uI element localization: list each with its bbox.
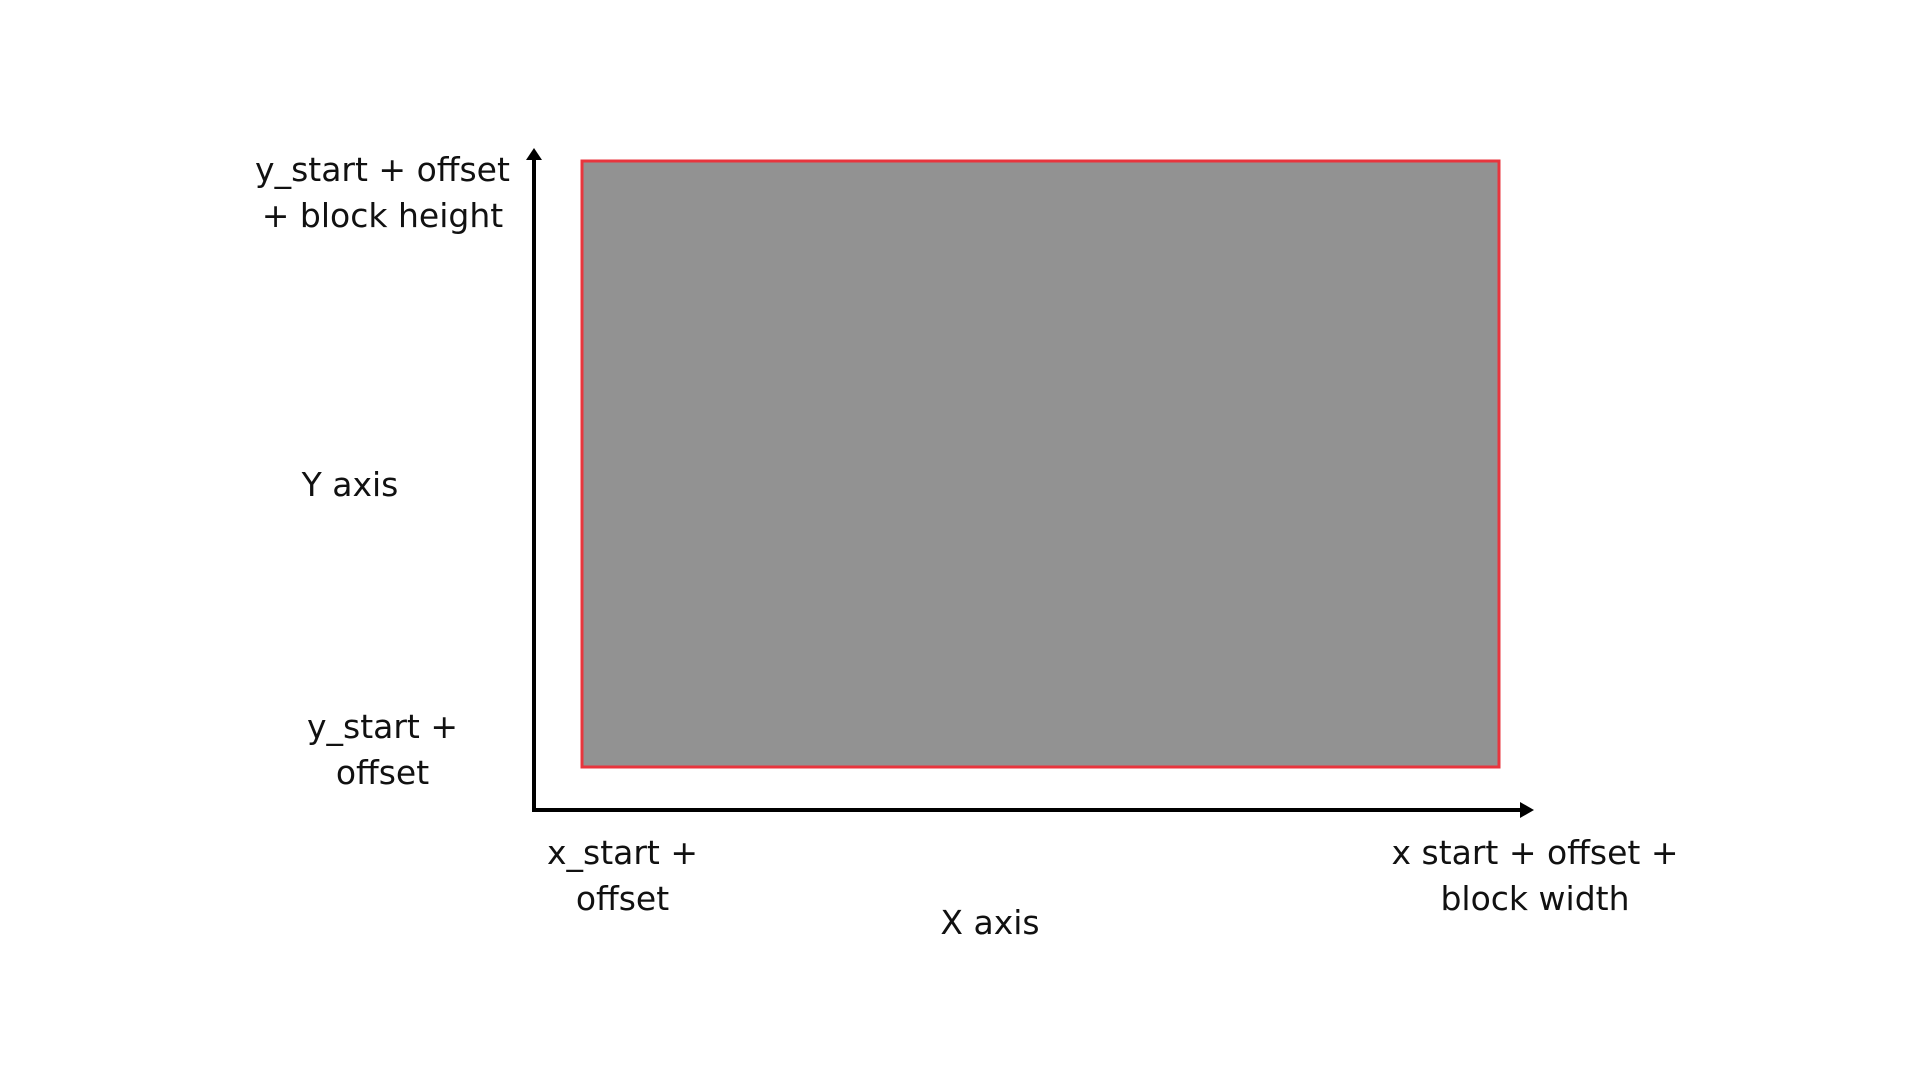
y-top-label: y_start + offset + block height	[250, 147, 515, 239]
y-bottom-label: y_start + offset	[300, 704, 465, 796]
x-right-label-line-1: x start + offset +	[1391, 833, 1679, 872]
y-axis-arrow-icon	[526, 148, 542, 160]
y-axis-label: Y axis	[301, 465, 399, 504]
y-bottom-label-line-2: offset	[335, 753, 430, 792]
x-right-label: x start + offset + block width	[1385, 830, 1685, 922]
x-left-label: x_start + offset	[545, 830, 700, 922]
x-right-label-line-2: block width	[1440, 879, 1630, 918]
x-left-label-line-1: x_start +	[546, 833, 699, 872]
y-bottom-label-line-1: y_start +	[306, 707, 459, 746]
x-axis-arrow-icon	[1520, 802, 1534, 818]
y-top-label-line-1: y_start + offset	[255, 150, 510, 189]
block-rectangle	[580, 159, 1501, 769]
x-left-label-line-2: offset	[575, 879, 670, 918]
y-top-label-line-2: + block height	[261, 196, 504, 235]
x-axis-label: X axis	[940, 903, 1040, 942]
